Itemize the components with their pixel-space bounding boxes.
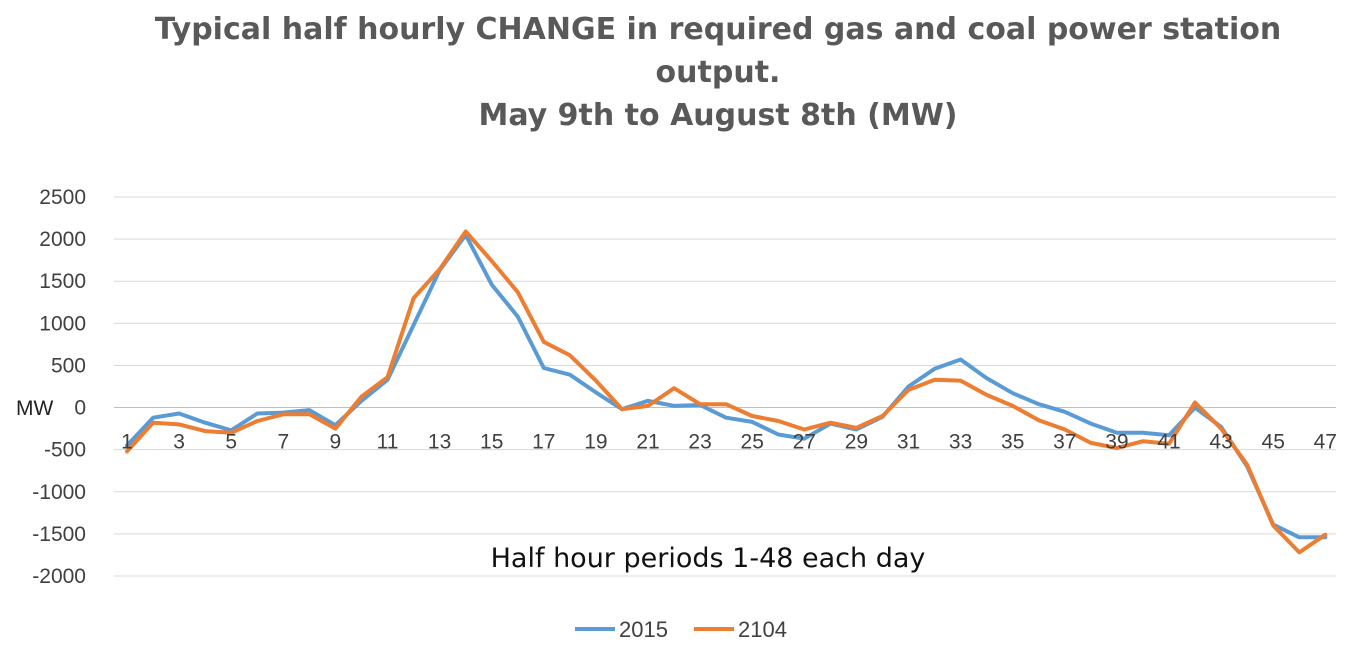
x-tick-label: 17 bbox=[532, 431, 555, 454]
x-tick-label: 3 bbox=[173, 431, 185, 454]
y-tick-label: 500 bbox=[51, 354, 86, 377]
x-tick-label: 35 bbox=[1001, 431, 1024, 454]
x-axis-label: Half hour periods 1-48 each day bbox=[491, 543, 926, 574]
x-tick-label: 47 bbox=[1314, 431, 1337, 454]
y-tick-label: -500 bbox=[44, 439, 86, 462]
series-lines bbox=[125, 229, 1328, 555]
gridlines bbox=[114, 196, 1336, 577]
x-tick-label: 9 bbox=[330, 431, 342, 454]
x-tick-label: 15 bbox=[480, 431, 503, 454]
y-tick-label: 1000 bbox=[39, 312, 86, 335]
x-tick-label: 21 bbox=[636, 431, 659, 454]
y-tick-label: 2500 bbox=[39, 186, 86, 209]
y-axis-label: MW bbox=[16, 397, 53, 420]
x-tick-label: 11 bbox=[377, 431, 399, 454]
chart-title-line-1: Typical half hourly CHANGE in required g… bbox=[155, 12, 1282, 47]
x-tick-label: 25 bbox=[741, 431, 764, 454]
y-tick-label: 2000 bbox=[39, 228, 86, 251]
x-axis-tick-labels: 1 3 5 7 9 11 13 15 17 19 21 23 25 27 29 31 33 35 37 39 41 43 4… bbox=[121, 431, 1337, 454]
legend-label: 2104 bbox=[738, 617, 787, 642]
x-tick-label: 7 bbox=[277, 431, 289, 454]
legend-label: 2015 bbox=[619, 617, 668, 642]
chart-title-line-3: May 9th to August 8th (MW) bbox=[478, 98, 957, 133]
x-tick-label: 41 bbox=[1157, 431, 1180, 454]
x-tick-label: 27 bbox=[793, 431, 816, 454]
x-tick-label: 39 bbox=[1105, 431, 1128, 454]
x-tick-label: 33 bbox=[949, 431, 972, 454]
x-tick-label: 45 bbox=[1262, 431, 1285, 454]
y-tick-label: 0 bbox=[74, 397, 86, 420]
x-tick-label: 29 bbox=[845, 431, 868, 454]
y-axis-tick-labels: 2500 2000 1500 1000 500 0 -500 -1000 -1500 -2000 bbox=[32, 186, 86, 588]
x-tick-label: 1 bbox=[121, 431, 133, 454]
y-tick-label: -2000 bbox=[32, 565, 86, 588]
x-tick-label: 5 bbox=[225, 431, 237, 454]
y-tick-label: -1000 bbox=[32, 481, 86, 504]
x-tick-label: 23 bbox=[688, 431, 711, 454]
legend: 2015 2104 bbox=[575, 617, 787, 642]
y-tick-label: 1500 bbox=[39, 270, 86, 293]
x-tick-label: 13 bbox=[428, 431, 451, 454]
chart-title: Typical half hourly CHANGE in required g… bbox=[155, 12, 1282, 133]
x-tick-label: 31 bbox=[897, 431, 920, 454]
x-tick-label: 43 bbox=[1209, 431, 1232, 454]
chart-title-line-2: output. bbox=[656, 55, 781, 90]
y-tick-label: -1500 bbox=[32, 523, 86, 546]
series-line-2015 bbox=[125, 232, 1328, 540]
series-line-2104 bbox=[125, 229, 1328, 555]
x-tick-label: 19 bbox=[584, 431, 607, 454]
x-tick-label: 37 bbox=[1053, 431, 1076, 454]
